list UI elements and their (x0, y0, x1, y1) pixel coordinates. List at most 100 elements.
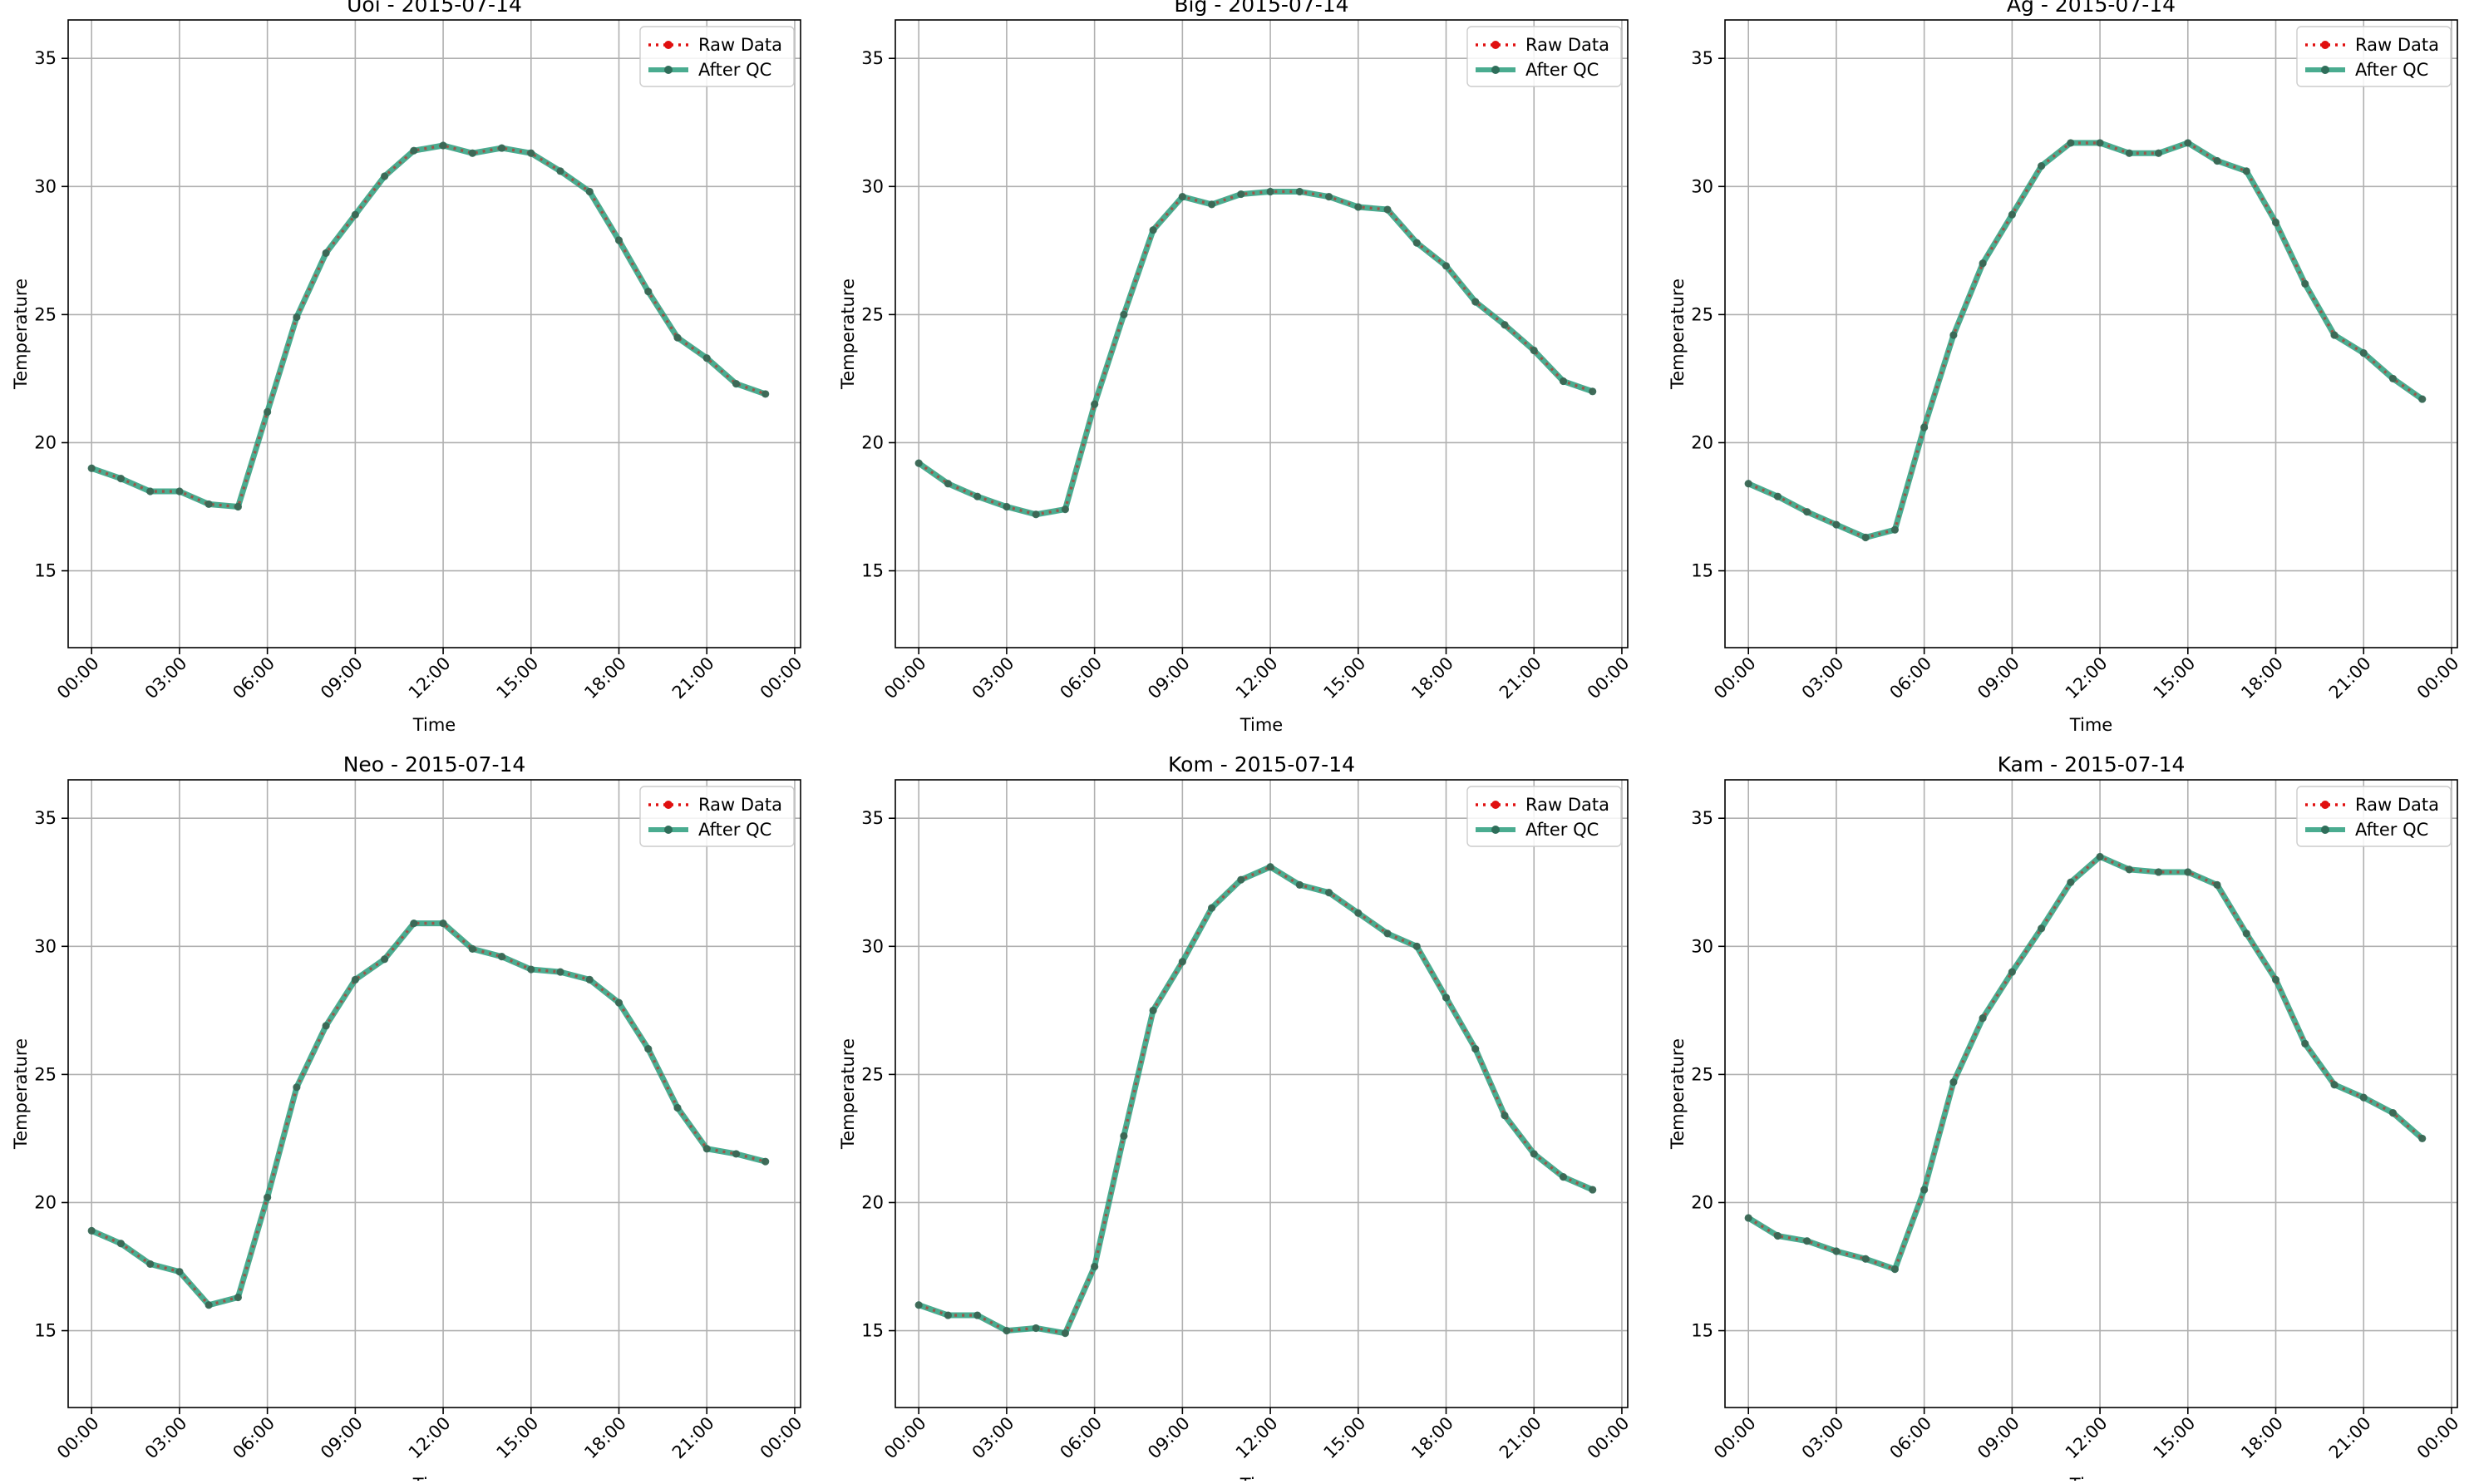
after-qc-point (2184, 139, 2192, 147)
x-tick-label: 00:00 (1710, 1413, 1760, 1463)
x-tick-label: 18:00 (1407, 653, 1457, 703)
after-qc-point (1559, 1173, 1568, 1181)
subplot-title: Kam - 2015-07-14 (1998, 752, 2186, 777)
after-qc-point (2067, 139, 2075, 147)
after-qc-point (1120, 1131, 1128, 1140)
x-tick-label: 18:00 (2237, 1413, 2287, 1463)
x-tick-label: 00:00 (757, 1413, 806, 1463)
after-qc-point (380, 955, 389, 964)
after-qc-point (175, 487, 184, 495)
series-after-qc-line (917, 188, 1594, 518)
after-qc-point (1120, 310, 1128, 318)
after-qc-point (1890, 525, 1899, 534)
after-qc-point (1207, 904, 1216, 912)
after-qc-point (527, 149, 535, 157)
after-qc-point (1559, 377, 1568, 386)
legend-raw-label: Raw Data (1525, 35, 1609, 55)
after-qc-point (1832, 520, 1841, 529)
y-tick-label: 15 (861, 561, 884, 581)
after-qc-point (1744, 480, 1752, 488)
after-qc-point (468, 149, 476, 157)
after-qc-point (1237, 190, 1245, 199)
axes-frame (67, 779, 801, 1408)
after-qc-point (87, 464, 96, 472)
after-qc-point (702, 1145, 711, 1153)
after-qc-point (614, 998, 623, 1007)
legend-raw-marker (2321, 801, 2329, 809)
legend-qc-label: After QC (1525, 60, 1599, 80)
after-qc-point (2096, 852, 2104, 861)
x-tick-label: 15:00 (1320, 1413, 1370, 1463)
x-axis-label: Time (412, 1475, 456, 1481)
subplot-2: 00:00 03:00 06:00 09:00 12:00 15:00 18:00 21:00… (838, 0, 1633, 735)
after-qc-point (2213, 880, 2221, 889)
x-tick-label: 00:00 (1584, 653, 1634, 703)
after-qc-point (351, 210, 359, 219)
x-tick-label: 06:00 (1885, 1413, 1935, 1463)
after-qc-point (673, 1103, 682, 1112)
y-axis-label: Temperature (11, 279, 31, 390)
legend-qc-marker (1491, 826, 1500, 834)
series-raw-data-line (1747, 855, 2423, 1271)
after-qc-point (322, 1022, 330, 1030)
y-tick-label: 35 (34, 808, 57, 828)
x-tick-label: 00:00 (757, 653, 806, 703)
after-qc-point (1295, 880, 1304, 889)
x-tick-label: 06:00 (1056, 653, 1106, 703)
after-qc-point (2242, 929, 2250, 938)
legend-raw-marker (1491, 41, 1500, 49)
axes-frame (895, 19, 1629, 648)
x-tick-label: 06:00 (229, 1413, 278, 1463)
after-qc-point (2067, 878, 2075, 886)
after-qc-point (1442, 262, 1451, 270)
after-qc-point (1979, 259, 1987, 268)
after-qc-point (2154, 868, 2163, 876)
y-tick-label: 15 (1691, 1321, 1713, 1341)
after-qc-point (439, 141, 447, 150)
y-tick-label: 25 (34, 304, 57, 324)
y-tick-label: 30 (34, 936, 57, 956)
after-qc-point (1979, 1013, 1987, 1023)
after-qc-point (1061, 1329, 1069, 1338)
subplot-4: 00:00 03:00 06:00 09:00 12:00 15:00 18:00 21:00… (11, 752, 806, 1484)
x-tick-label: 03:00 (141, 653, 191, 703)
after-qc-point (1744, 1214, 1752, 1222)
legend-qc-label: After QC (2355, 820, 2428, 840)
after-qc-point (973, 1311, 982, 1319)
x-tick-label: 21:00 (668, 653, 718, 703)
y-axis-label: Temperature (1668, 279, 1688, 390)
after-qc-point (585, 187, 594, 196)
x-tick-label: 09:00 (1974, 1413, 2023, 1463)
after-qc-point (1442, 993, 1451, 1002)
x-tick-label: 00:00 (2413, 1413, 2463, 1463)
y-tick-label: 25 (34, 1064, 57, 1084)
after-qc-point (2271, 975, 2280, 984)
legend: Raw Data After QC (639, 786, 795, 847)
x-tick-label: 12:00 (405, 653, 455, 703)
after-qc-point (2359, 1093, 2368, 1102)
y-tick-label: 15 (34, 561, 57, 581)
after-qc-point (1773, 1231, 1782, 1240)
series-raw-data-line (918, 190, 1594, 516)
after-qc-point (1149, 226, 1157, 234)
after-qc-point (468, 944, 476, 953)
after-qc-point (702, 354, 711, 362)
after-qc-point (1003, 1326, 1011, 1335)
x-tick-label: 06:00 (1056, 1413, 1106, 1463)
x-tick-label: 06:00 (1885, 653, 1935, 703)
after-qc-point (2418, 1134, 2427, 1143)
after-qc-point (1861, 533, 1870, 542)
subplot-title: Ag - 2015-07-14 (2007, 0, 2176, 17)
x-axis-label: Time (1240, 1475, 1283, 1481)
after-qc-point (2418, 395, 2427, 403)
after-qc-point (439, 919, 447, 928)
after-qc-point (585, 975, 594, 984)
after-qc-point (2330, 331, 2339, 339)
after-qc-point (1091, 400, 1099, 408)
after-qc-point (761, 1157, 770, 1166)
after-qc-point (914, 1301, 923, 1309)
after-qc-point (1949, 331, 1958, 339)
x-tick-label: 00:00 (1584, 1413, 1634, 1463)
